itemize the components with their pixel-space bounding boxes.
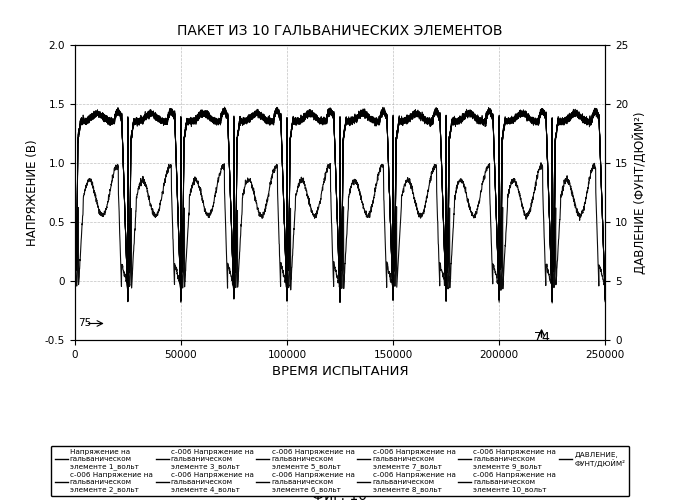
Legend: Напряжение на
гальваническом
элементе 1_вольт, с-006 Напряжение на
гальваническо: Напряжение на гальваническом элементе 1_… [51, 446, 629, 496]
Y-axis label: ДАВЛЕНИЕ (ФУНТ/ДЮЙМ²): ДАВЛЕНИЕ (ФУНТ/ДЮЙМ²) [634, 112, 647, 274]
Y-axis label: НАПРЯЖЕНИЕ (В): НАПРЯЖЕНИЕ (В) [27, 139, 39, 246]
Text: 75: 75 [78, 318, 91, 328]
X-axis label: ВРЕМЯ ИСПЫТАНИЯ: ВРЕМЯ ИСПЫТАНИЯ [272, 366, 408, 378]
Title: ПАКЕТ ИЗ 10 ГАЛЬВАНИЧЕСКИХ ЭЛЕМЕНТОВ: ПАКЕТ ИЗ 10 ГАЛЬВАНИЧЕСКИХ ЭЛЕМЕНТОВ [177, 24, 503, 38]
Text: Фиг. 10: Фиг. 10 [313, 488, 367, 500]
Text: 74: 74 [534, 330, 549, 344]
